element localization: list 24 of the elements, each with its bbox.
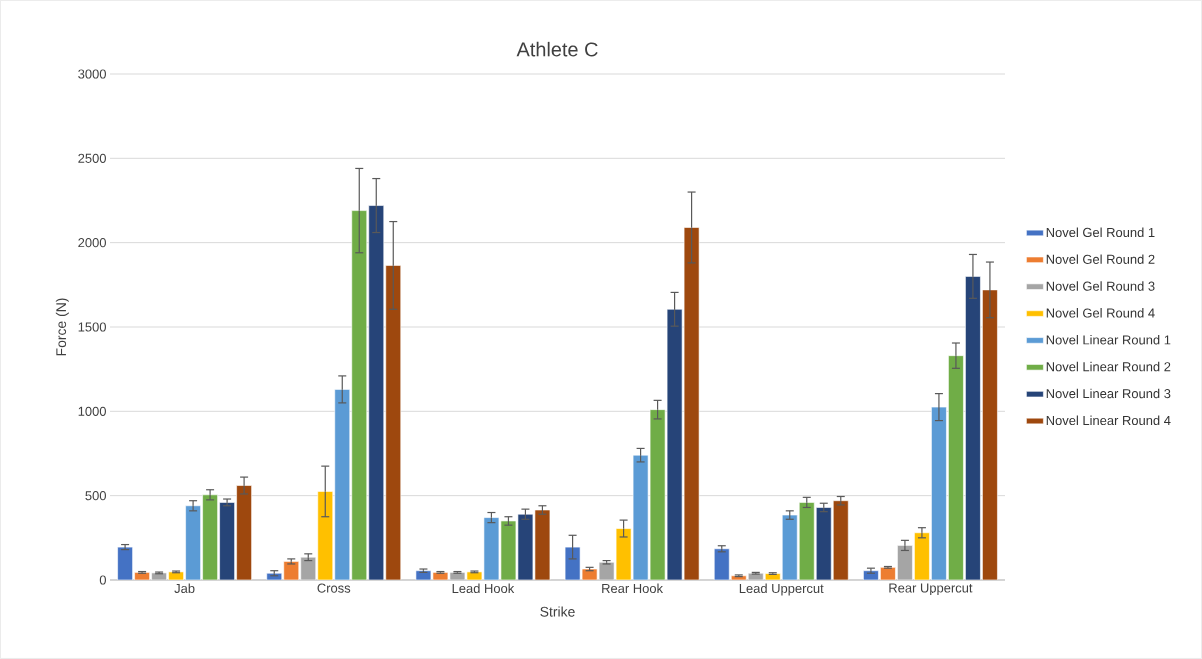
x-tick-label: Jab [174,583,195,594]
x-tick-label: Cross [317,583,351,593]
chart-title: Athlete C [516,41,598,57]
legend-label: Novel Linear Round 2 [1046,361,1171,372]
y-tick-label: 2000 [78,238,106,248]
legend-label: Novel Linear Round 1 [1046,334,1171,345]
legend-label: Novel Gel Round 2 [1046,254,1155,264]
y-tick-label: 1000 [78,406,106,416]
legend-label: Novel Linear Round 3 [1046,388,1171,399]
y-tick-label: 2500 [78,153,106,163]
x-tick-label: Rear Hook [602,583,664,594]
legend-label: Novel Gel Round 4 [1046,308,1155,318]
y-tick-label: 1500 [78,322,106,332]
x-axis-title: Strike [540,606,575,617]
y-tick-label: 500 [85,491,106,501]
x-tick-label: Lead Uppercut [739,583,824,596]
y-tick-label: 0 [99,575,106,585]
legend-label: Novel Gel Round 1 [1046,227,1155,238]
x-tick-label: Lead Hook [452,583,515,594]
x-tick-label: Rear Uppercut [889,583,973,596]
y-tick-label: 3000 [78,69,106,79]
y-axis-title: Force (N) [55,298,69,356]
legend-label: Novel Gel Round 3 [1046,281,1155,291]
legend-label: Novel Linear Round 4 [1046,415,1171,426]
